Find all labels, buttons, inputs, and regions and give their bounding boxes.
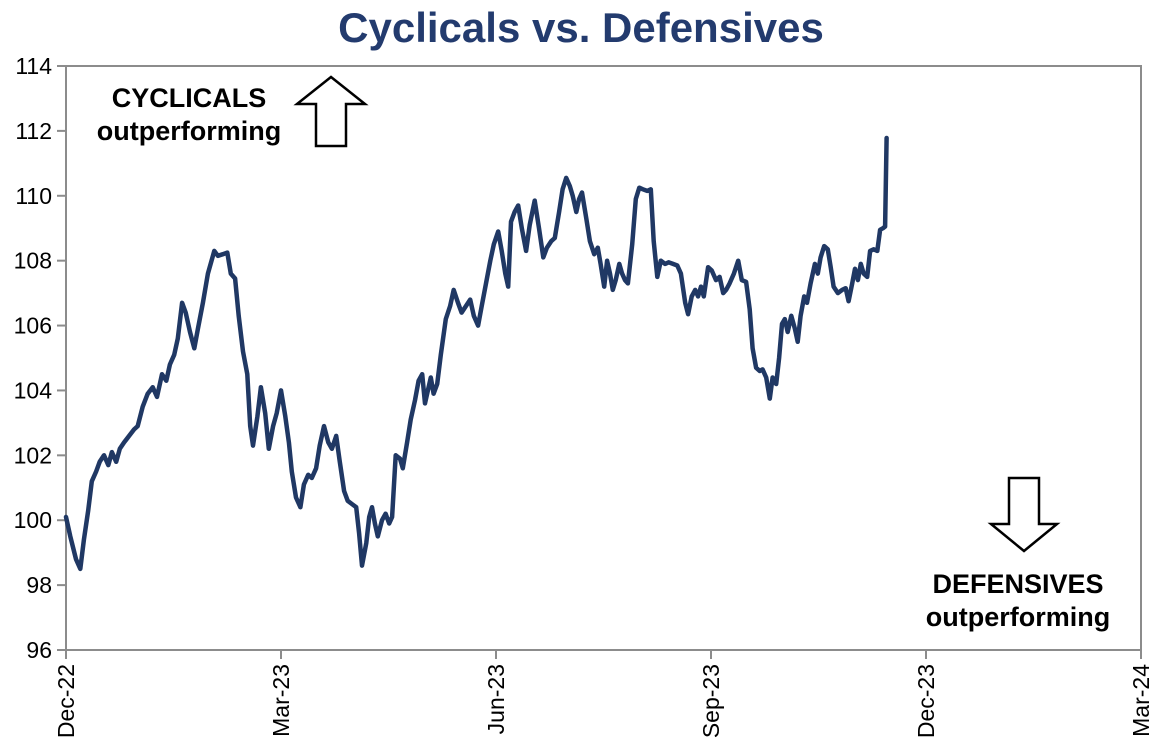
svg-text:Sep-23: Sep-23 bbox=[698, 664, 724, 738]
svg-text:96: 96 bbox=[26, 637, 52, 663]
svg-text:Jun-23: Jun-23 bbox=[483, 664, 509, 734]
down-arrow-icon bbox=[987, 476, 1061, 553]
svg-text:Dec-23: Dec-23 bbox=[913, 664, 939, 738]
cyclicals-annotation: CYCLICALS outperforming bbox=[84, 82, 294, 148]
svg-text:106: 106 bbox=[14, 313, 52, 339]
svg-text:Mar-23: Mar-23 bbox=[268, 664, 294, 737]
chart-title: Cyclicals vs. Defensives bbox=[338, 4, 824, 51]
svg-text:112: 112 bbox=[15, 118, 52, 144]
defensives-annotation-line1: DEFENSIVES bbox=[932, 569, 1104, 599]
svg-text:98: 98 bbox=[26, 572, 52, 598]
axes-layer: 96 98 100 102 104 106 108 110 112 114 Dec-22 Mar-23… bbox=[14, 53, 1154, 738]
svg-text:102: 102 bbox=[14, 442, 52, 468]
defensives-annotation-line2: outperforming bbox=[925, 602, 1111, 632]
defensives-annotation: DEFENSIVES outperforming bbox=[903, 568, 1133, 634]
svg-text:108: 108 bbox=[14, 248, 52, 274]
up-arrow-icon bbox=[293, 75, 369, 148]
cyclicals-annotation-line1: CYCLICALS bbox=[111, 83, 267, 113]
svg-text:Dec-22: Dec-22 bbox=[53, 664, 79, 738]
svg-text:104: 104 bbox=[14, 377, 53, 403]
svg-text:Mar-24: Mar-24 bbox=[1128, 664, 1154, 737]
svg-text:114: 114 bbox=[15, 53, 52, 79]
cyclicals-annotation-line2: outperforming bbox=[96, 116, 282, 146]
svg-text:110: 110 bbox=[15, 183, 52, 209]
data-series-line bbox=[63, 135, 889, 572]
svg-text:100: 100 bbox=[14, 507, 52, 533]
